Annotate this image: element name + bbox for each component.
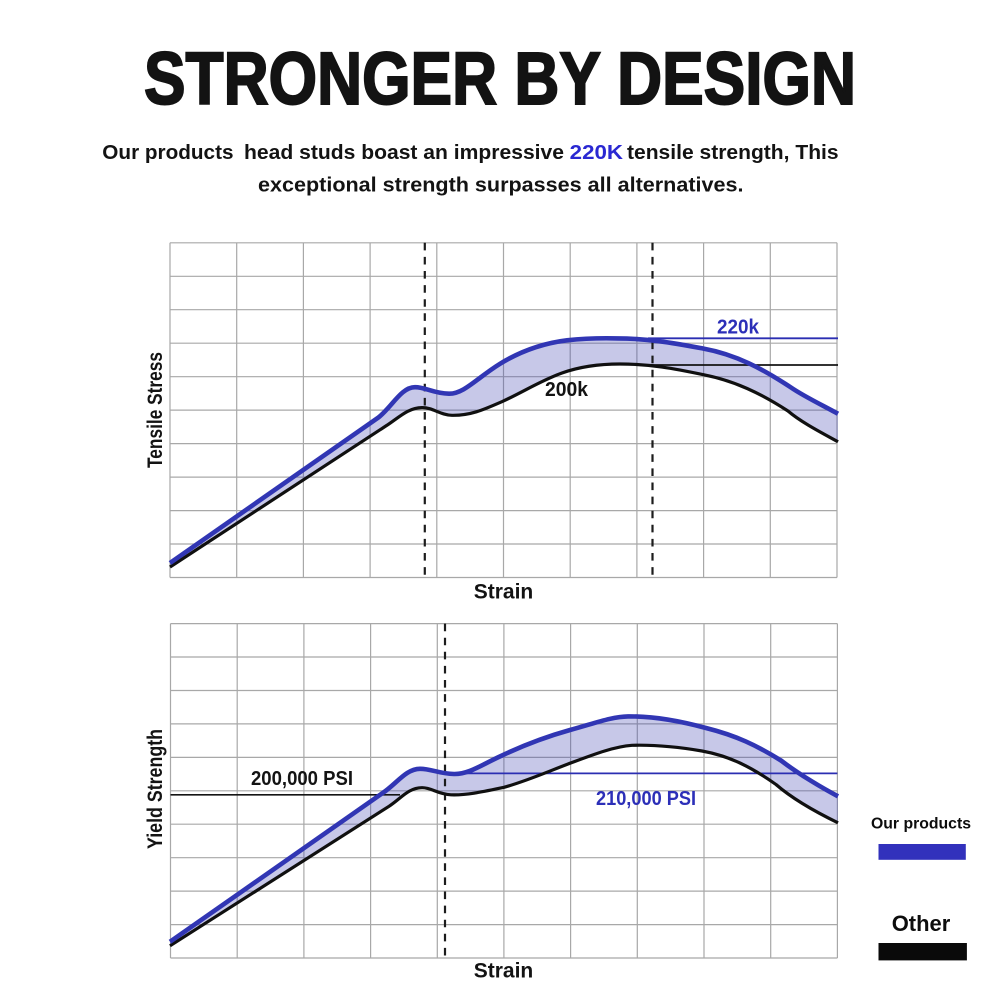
svg-text:Our products head studs bo: Our products head studs boast an impress… xyxy=(102,142,844,197)
svg-text:STRONGER BY DESIGN: STRONGER BY DESIGN xyxy=(144,37,856,120)
svg-text:Yield Strength: Yield Strength xyxy=(144,729,167,849)
svg-text:210,000 PSI: 210,000 PSI xyxy=(596,788,696,810)
svg-text:Strain: Strain xyxy=(474,581,534,604)
svg-text:Tensile Stress: Tensile Stress xyxy=(144,352,167,468)
svg-text:220k: 220k xyxy=(717,317,760,339)
svg-text:200k: 200k xyxy=(545,379,589,401)
svg-text:Strain: Strain xyxy=(474,960,534,983)
svg-text:Other: Other xyxy=(892,911,951,936)
svg-text:Our products: Our products xyxy=(871,815,971,832)
svg-text:200,000 PSI: 200,000 PSI xyxy=(251,768,353,790)
